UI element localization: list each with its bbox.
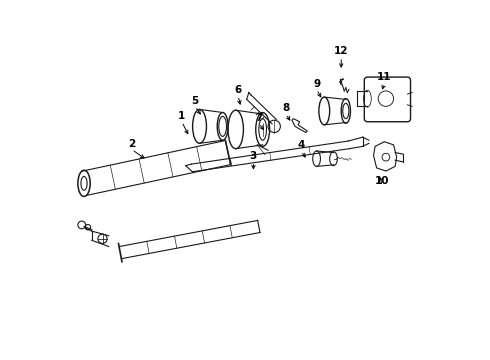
Text: 10: 10 (375, 176, 389, 186)
Text: 2: 2 (128, 139, 135, 149)
Text: 11: 11 (377, 72, 392, 82)
Text: 1: 1 (178, 111, 185, 121)
Text: 3: 3 (250, 151, 257, 161)
Text: 6: 6 (234, 85, 242, 95)
Text: 12: 12 (334, 46, 348, 56)
Text: 9: 9 (313, 78, 320, 89)
Text: 4: 4 (297, 140, 305, 150)
Text: 7: 7 (255, 113, 263, 122)
Text: 5: 5 (191, 95, 198, 105)
Text: 8: 8 (282, 103, 290, 113)
